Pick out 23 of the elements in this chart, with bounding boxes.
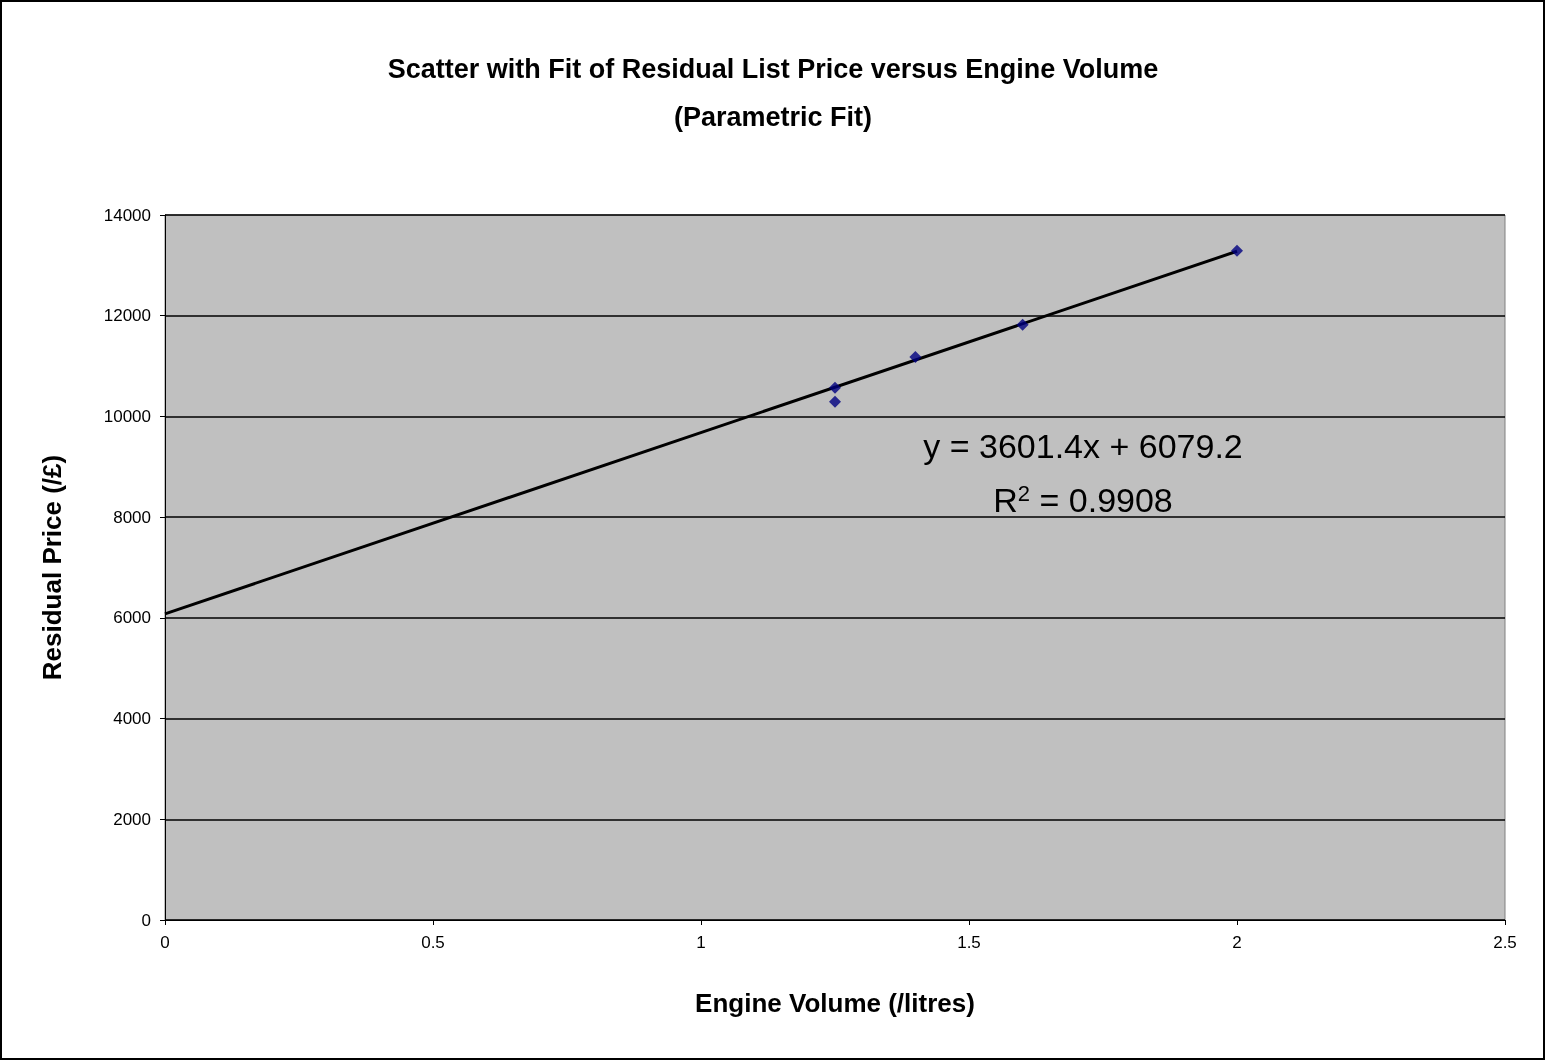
- y-tick-label: 0: [141, 910, 151, 930]
- x-tick-label: 0: [160, 933, 170, 952]
- point: [1016, 318, 1029, 331]
- y-tick-label: 8000: [113, 507, 151, 527]
- y-tick-label: 4000: [113, 709, 151, 729]
- point: [829, 381, 841, 394]
- y-tick-label: 10000: [103, 406, 151, 426]
- annotation: y = 3601.4x + 6079.2: [923, 427, 1243, 465]
- x-tick-label: 1: [696, 933, 706, 952]
- chart-title: Scatter with Fit of Residual List Price versus Engine Volume (Parametric Fit): [387, 54, 1159, 132]
- point: [829, 395, 841, 408]
- x-tick-label: 0.5: [421, 933, 445, 952]
- x-tick-label: 2.5: [1493, 933, 1517, 952]
- y-tick-label: 2000: [113, 809, 151, 829]
- y-tick-label: 6000: [113, 608, 151, 628]
- point: [1231, 244, 1243, 257]
- x-tick-label: 1.5: [957, 933, 981, 952]
- x-tick-label: 2: [1232, 933, 1242, 952]
- y-axis-title: Residual Price (/£): [37, 454, 67, 681]
- x-axis-title: Engine Volume (/litres): [695, 988, 975, 1018]
- point: [909, 351, 922, 364]
- y-tick-label: 12000: [103, 306, 151, 326]
- y-tick-label: 14000: [103, 205, 151, 225]
